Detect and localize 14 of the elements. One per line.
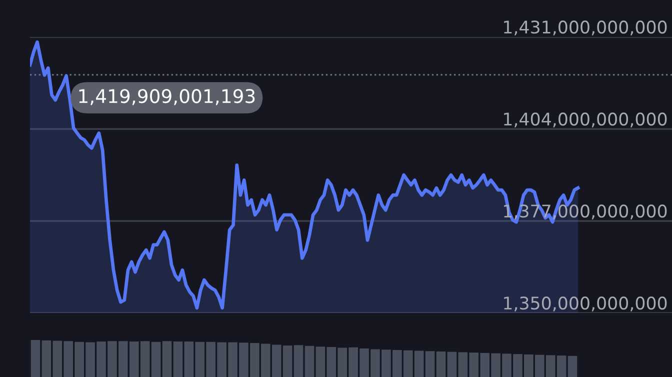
- ref-line-label: 1,419,909,001,193: [79, 89, 255, 106]
- bar: [30, 340, 40, 377]
- bar: [425, 351, 435, 377]
- bar: [173, 341, 183, 377]
- bar: [436, 351, 446, 377]
- bar: [294, 345, 304, 377]
- bar: [304, 346, 314, 377]
- bar: [447, 352, 457, 377]
- y-tick-label: 1,431,000,000,000: [504, 20, 667, 36]
- bar: [568, 356, 578, 377]
- y-tick-label: 1,350,000,000,000: [504, 296, 667, 312]
- y-tick-label: 1,404,000,000,000: [504, 112, 667, 128]
- bar: [151, 342, 161, 377]
- bar: [162, 341, 172, 377]
